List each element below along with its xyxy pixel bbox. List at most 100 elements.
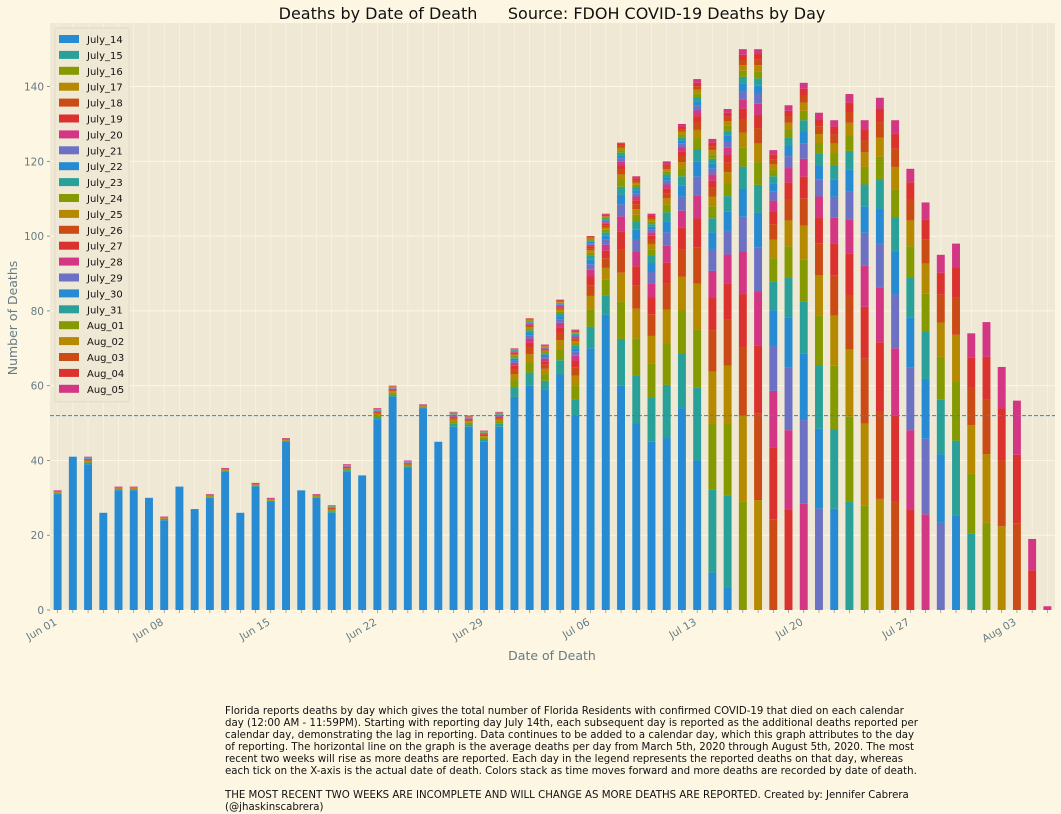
bar-segment-july_14 — [450, 427, 458, 610]
bar-segment-july_26 — [876, 411, 884, 498]
bar-segment-july_19 — [693, 219, 701, 248]
bar-segment-july_23 — [769, 281, 777, 310]
bar-segment-july_25 — [571, 341, 579, 343]
bar-segment-july_22 — [617, 195, 625, 205]
bar-segment-july_22 — [587, 260, 595, 264]
bar-segment-july_16 — [419, 407, 427, 408]
bar-segment-july_14 — [465, 427, 473, 610]
bar-segment-july_27 — [526, 325, 534, 326]
bar-segment-july_14 — [297, 490, 305, 610]
bar-segment-july_20 — [739, 251, 747, 294]
bar-stack-jun-20 — [343, 464, 351, 610]
bar-segment-july_30 — [663, 177, 671, 180]
bar-segment-july_14 — [495, 427, 503, 610]
bar-segment-july_25 — [678, 162, 686, 168]
bar-segment-july_20 — [800, 504, 808, 610]
x-tick-label: Jul 06 — [560, 616, 593, 642]
caption-note: THE MOST RECENT TWO WEEKS ARE INCOMPLETE… — [225, 790, 925, 814]
bar-segment-aug_05 — [617, 143, 625, 144]
bar-segment-july_17 — [480, 436, 488, 437]
bar-segment-july_19 — [480, 434, 488, 435]
bar-segment-july_29 — [571, 336, 579, 337]
bar-segment-july_30 — [952, 515, 960, 610]
bar-segment-aug_04 — [739, 55, 747, 60]
bar-segment-july_16 — [587, 309, 595, 326]
bar-segment-july_25 — [648, 244, 656, 249]
bar-segment-july_27 — [678, 152, 686, 157]
bar-segment-july_22 — [830, 509, 838, 610]
bar-segment-july_25 — [632, 209, 640, 215]
legend-label: July_19 — [86, 115, 123, 126]
bar-segment-july_26 — [754, 128, 762, 143]
bar-segment-july_29 — [602, 221, 610, 222]
bar-stack-aug-01 — [983, 322, 991, 610]
bar-segment-july_29 — [800, 144, 808, 159]
bar-segment-july_22 — [724, 212, 732, 231]
bar-segment-july_18 — [495, 418, 503, 419]
x-tick-label: Jun 15 — [237, 616, 273, 643]
y-axis-label: Number of Deaths — [5, 261, 20, 376]
bar-segment-july_16 — [541, 374, 549, 381]
bar-segment-july_17 — [495, 420, 503, 422]
bar-segment-aug_03 — [785, 116, 793, 122]
bar-segment-july_30 — [739, 84, 747, 91]
bar-segment-july_20 — [632, 251, 640, 266]
bar-segment-july_22 — [571, 348, 579, 351]
legend-label: July_18 — [86, 99, 123, 110]
bar-segment-july_28 — [891, 348, 899, 416]
bar-segment-july_30 — [510, 351, 518, 352]
bar-segment-july_22 — [663, 221, 671, 232]
bar-segment-aug_03 — [602, 216, 610, 217]
bar-segment-july_15 — [693, 387, 701, 460]
bar-segment-july_27 — [861, 307, 869, 359]
bar-segment-july_30 — [815, 165, 823, 179]
bar-segment-aug_04 — [648, 216, 656, 218]
bar-segment-july_25 — [724, 172, 732, 183]
bar-segment-july_14 — [328, 513, 336, 610]
bar-segment-july_29 — [922, 439, 930, 515]
bar-segment-july_14 — [648, 442, 656, 610]
bar-segment-july_27 — [800, 177, 808, 199]
bar-segment-july_27 — [724, 155, 732, 163]
bar-segment-aug_05 — [1043, 606, 1051, 610]
bar-segment-aug_01 — [678, 134, 686, 137]
legend-swatch — [59, 194, 79, 202]
bar-stack-jun-22 — [373, 408, 381, 610]
legend-label: Aug_02 — [87, 337, 124, 348]
bar-segment-aug_01 — [693, 93, 701, 97]
legend-swatch — [59, 369, 79, 377]
bar-segment-aug_04 — [845, 103, 853, 112]
bar-segment-july_24 — [785, 246, 793, 278]
bar-segment-july_22 — [815, 429, 823, 509]
bar-segment-july_16 — [343, 469, 351, 470]
bar-segment-july_16 — [678, 311, 686, 354]
bar-segment-aug_05 — [876, 98, 884, 109]
bar-segment-july_28 — [800, 159, 808, 177]
bar-segment-july_14 — [678, 408, 686, 610]
bar-stack-jun-14 — [252, 483, 260, 610]
bar-segment-aug_01 — [876, 157, 884, 180]
bar-stack-jun-30 — [495, 412, 503, 610]
bar-segment-july_18 — [617, 250, 625, 273]
bar-segment-aug_03 — [556, 301, 564, 302]
bar-segment-july_19 — [632, 266, 640, 285]
bar-segment-aug_04 — [769, 154, 777, 159]
bar-segment-july_31 — [830, 165, 838, 179]
bar-stack-jul-05 — [571, 330, 579, 610]
bar-segment-july_23 — [617, 187, 625, 195]
bar-segment-july_21 — [785, 367, 793, 430]
bar-segment-july_14 — [602, 315, 610, 610]
bar-stack-jul-21 — [815, 113, 823, 610]
bar-segment-july_28 — [632, 196, 640, 200]
bar-segment-july_28 — [845, 219, 853, 253]
bar-segment-july_14 — [404, 468, 412, 610]
bar-segment-aug_02 — [983, 454, 991, 523]
bar-stack-jun-18 — [313, 494, 321, 610]
bar-stack-jun-23 — [389, 386, 397, 610]
bar-segment-aug_02 — [678, 132, 686, 135]
bar-segment-july_18 — [678, 250, 686, 277]
bar-segment-aug_05 — [130, 487, 138, 488]
bar-segment-july_20 — [663, 246, 671, 263]
bar-segment-july_19 — [495, 417, 503, 418]
bar-segment-july_27 — [556, 307, 564, 308]
